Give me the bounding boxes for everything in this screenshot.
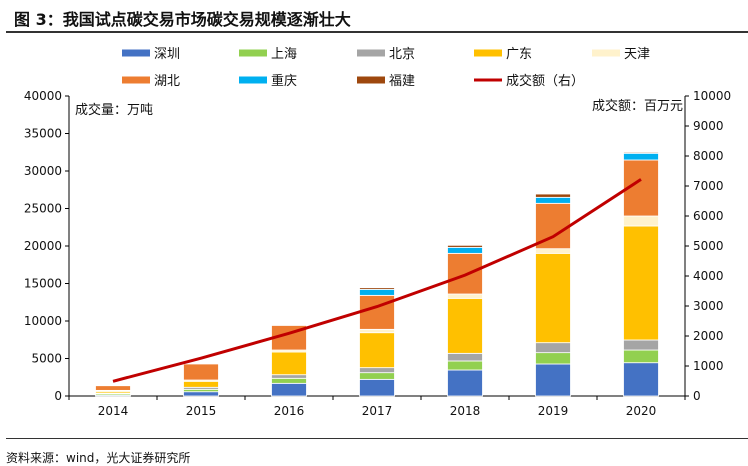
bar-segment-北京 bbox=[271, 374, 307, 379]
legend-label: 湖北 bbox=[154, 74, 180, 89]
bar-segment-深圳 bbox=[271, 382, 307, 397]
legend-swatch bbox=[239, 76, 267, 84]
legend-label: 天津 bbox=[624, 47, 650, 62]
bar-segment-福建 bbox=[623, 151, 659, 154]
left-tick-label: 0 bbox=[54, 389, 62, 403]
left-tick-label: 10000 bbox=[24, 314, 62, 328]
x-tick-label: 2019 bbox=[538, 404, 569, 418]
legend-label: 福建 bbox=[389, 74, 415, 89]
bar-segment-北京 bbox=[623, 339, 659, 351]
right-tick-label: 7000 bbox=[693, 179, 724, 193]
legend-label: 成交额（右） bbox=[506, 73, 584, 89]
left-axis-title: 成交量：万吨 bbox=[75, 102, 153, 118]
bar-segment-北京 bbox=[447, 352, 483, 362]
bar-segment-广东 bbox=[447, 297, 483, 354]
bar-segment-上海 bbox=[359, 372, 395, 380]
right-tick-label: 0 bbox=[693, 389, 701, 403]
footer-divider bbox=[6, 438, 748, 439]
legend-label: 北京 bbox=[389, 47, 415, 62]
legend-label: 广东 bbox=[506, 47, 532, 62]
left-tick-label: 40000 bbox=[24, 89, 62, 103]
bar-segment-天津 bbox=[359, 328, 395, 334]
x-tick-label: 2018 bbox=[450, 404, 481, 418]
left-tick-label: 30000 bbox=[24, 164, 62, 178]
legend-label: 深圳 bbox=[154, 47, 180, 62]
figure-title: 图 3：我国试点碳交易市场碳交易规模逐渐壮大 bbox=[14, 10, 351, 29]
title-divider bbox=[6, 31, 748, 33]
legend-swatch bbox=[239, 49, 267, 57]
bar-segment-天津 bbox=[535, 248, 571, 254]
bar-segment-上海 bbox=[271, 377, 307, 384]
right-tick-label: 9000 bbox=[693, 119, 724, 133]
bar-segment-湖北 bbox=[95, 385, 131, 391]
bar-segment-深圳 bbox=[359, 378, 395, 397]
bar-segment-深圳 bbox=[623, 362, 659, 397]
bar-segment-湖北 bbox=[359, 294, 395, 330]
right-tick-label: 8000 bbox=[693, 149, 724, 163]
bar-segment-广东 bbox=[623, 225, 659, 341]
legend-label: 重庆 bbox=[271, 73, 297, 89]
legend-swatch bbox=[592, 49, 620, 57]
legend-swatch bbox=[122, 49, 150, 57]
right-tick-label: 2000 bbox=[693, 329, 724, 343]
x-tick-label: 2014 bbox=[98, 404, 129, 418]
bar-segment-深圳 bbox=[535, 363, 571, 397]
left-tick-label: 20000 bbox=[24, 239, 62, 253]
bar-segment-重庆 bbox=[535, 196, 571, 204]
bar-segment-北京 bbox=[359, 367, 395, 374]
bar-segment-广东 bbox=[359, 332, 395, 369]
right-tick-label: 4000 bbox=[693, 269, 724, 283]
bar-segment-天津 bbox=[447, 293, 483, 299]
bar-segment-湖北 bbox=[183, 363, 219, 381]
bar-segment-福建 bbox=[535, 193, 571, 198]
left-tick-label: 15000 bbox=[24, 277, 62, 291]
x-tick-label: 2015 bbox=[186, 404, 217, 418]
bar-segment-福建 bbox=[447, 244, 483, 248]
bar-segment-深圳 bbox=[183, 391, 219, 397]
legend-label: 上海 bbox=[271, 47, 297, 62]
right-tick-label: 5000 bbox=[693, 239, 724, 253]
right-tick-label: 3000 bbox=[693, 299, 724, 313]
bar-segment-上海 bbox=[623, 349, 659, 364]
x-tick-label: 2017 bbox=[362, 404, 393, 418]
right-tick-label: 1000 bbox=[693, 359, 724, 373]
bar-segment-重庆 bbox=[447, 246, 483, 254]
x-tick-label: 2016 bbox=[274, 404, 305, 418]
bar-segment-广东 bbox=[183, 380, 219, 388]
legend-swatch bbox=[357, 49, 385, 57]
bar-segment-深圳 bbox=[447, 369, 483, 397]
bar-segment-北京 bbox=[535, 342, 571, 354]
bar-segment-重庆 bbox=[623, 152, 659, 161]
bar-segment-福建 bbox=[359, 287, 395, 290]
bar-segment-广东 bbox=[535, 252, 571, 344]
bar-segment-上海 bbox=[535, 352, 571, 365]
x-tick-label: 2020 bbox=[626, 404, 657, 418]
bar-segment-天津 bbox=[623, 215, 659, 227]
right-tick-label: 6000 bbox=[693, 209, 724, 223]
left-tick-label: 35000 bbox=[24, 127, 62, 141]
legend-swatch bbox=[474, 49, 502, 57]
legend-swatch bbox=[122, 76, 150, 84]
source-note: 资料来源：wind，光大证券研究所 bbox=[6, 451, 191, 465]
stacked-bar-line-chart: 0500010000150002000025000300003500040000… bbox=[24, 47, 731, 418]
bar-segment-上海 bbox=[447, 360, 483, 371]
bar-segment-重庆 bbox=[271, 324, 307, 326]
bar-segment-重庆 bbox=[359, 288, 395, 296]
legend-swatch bbox=[357, 76, 385, 84]
bar-segment-广东 bbox=[271, 351, 307, 376]
left-tick-label: 5000 bbox=[31, 352, 62, 366]
left-tick-label: 25000 bbox=[24, 202, 62, 216]
right-tick-label: 10000 bbox=[693, 89, 731, 103]
right-axis-title: 成交额：百万元 bbox=[592, 98, 683, 114]
